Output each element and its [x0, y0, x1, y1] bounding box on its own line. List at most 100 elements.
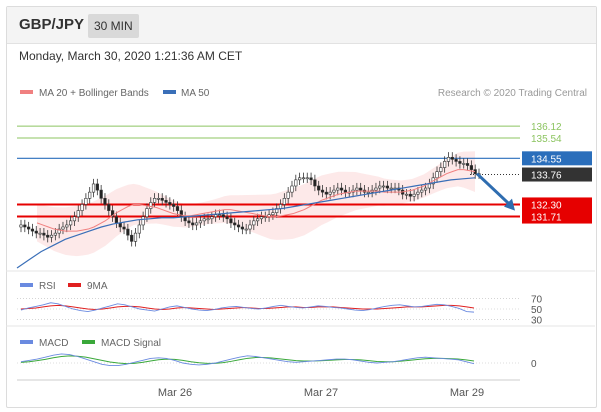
candle-body [114, 216, 119, 224]
candle-body [202, 218, 206, 222]
candle-body [133, 232, 138, 242]
macd-tick-0: 0 [531, 359, 537, 370]
candle-body [305, 177, 309, 180]
candle-body [278, 204, 283, 209]
level-badge-bg [522, 209, 592, 224]
candle-body [88, 191, 92, 199]
rsi-tick-70: 70 [531, 295, 543, 306]
candle-body [313, 179, 317, 187]
candle-body [27, 226, 31, 230]
candle-body [450, 157, 454, 160]
candle-body [240, 226, 244, 230]
candle-body [84, 198, 88, 205]
candle-body [404, 193, 409, 196]
candle-body [103, 198, 107, 205]
price-legend: MA 20 + Bollinger Bands MA 50 Research ©… [20, 88, 587, 99]
candle-body [359, 187, 363, 191]
legend-macd: MACD [39, 338, 68, 349]
candle-body [389, 187, 393, 190]
candle-body [263, 216, 267, 219]
candle-body [469, 165, 473, 170]
candle-body [446, 157, 451, 162]
candle-body [111, 210, 115, 218]
candle-body [175, 206, 180, 211]
candle-body [126, 228, 130, 236]
candle-body [141, 216, 145, 226]
level-label-136-12: 136.12 [531, 122, 562, 133]
level-label-133-76: 133.76 [531, 171, 562, 182]
candle-body [221, 214, 225, 218]
level-badge-bg [522, 197, 592, 212]
candle-body [248, 224, 252, 230]
macd-line [20, 353, 475, 367]
macd-pane: 0 [17, 353, 537, 370]
legend-swatch-macd [20, 340, 33, 344]
candle-body [324, 191, 328, 195]
candle-body [72, 216, 77, 222]
level-badge-bg [522, 167, 592, 182]
candle-body [214, 214, 218, 218]
candle-body [156, 198, 161, 200]
candle-body [443, 161, 447, 168]
candle-body [374, 187, 378, 191]
legend-macd-signal: MACD Signal [101, 338, 161, 349]
candle-body [381, 185, 386, 188]
candle-body [187, 220, 191, 224]
credit-label: Research © 2020 Trading Central [438, 88, 587, 99]
macd-signal-line [20, 355, 475, 365]
candle-body [320, 189, 325, 193]
level-badge-bg [522, 151, 592, 166]
candle-body [454, 159, 458, 162]
timeframe-badge[interactable]: 30 MIN [88, 14, 139, 38]
x-tick-mar26: Mar 26 [158, 387, 192, 399]
x-tick-mar29: Mar 29 [450, 387, 484, 399]
candle-body [194, 222, 199, 226]
candle-body [91, 183, 96, 193]
macd-legend: MACD MACD Signal [20, 338, 161, 349]
chart-header: GBP/JPY 30 MIN [7, 7, 596, 44]
candle-body [336, 187, 340, 191]
candle-body [252, 220, 256, 226]
candle-body [34, 230, 38, 234]
candle-body [339, 187, 344, 191]
legend-swatch-rsi [20, 283, 33, 287]
rsi-legend: RSI 9MA [20, 281, 108, 292]
candle-body [217, 214, 222, 216]
level-label-132-30: 132.30 [531, 200, 562, 211]
candle-body [57, 228, 61, 234]
candle-body [191, 222, 195, 226]
candle-body [137, 224, 141, 234]
candle-body [69, 220, 73, 226]
candle-body [49, 234, 54, 238]
candle-body [76, 210, 80, 218]
candle-body [355, 187, 359, 191]
level-label-134-55: 134.55 [531, 154, 562, 165]
level-label-131-71: 131.71 [531, 213, 562, 224]
candle-body [198, 220, 202, 224]
legend-swatch-macd-signal [82, 340, 95, 344]
candle-body [328, 191, 332, 195]
candle-body [420, 189, 424, 193]
candle-body [332, 189, 336, 193]
candle-body [210, 216, 214, 220]
candle-body [149, 202, 153, 209]
candle-body [236, 224, 241, 228]
candle-body [271, 212, 275, 215]
candle-body [46, 234, 50, 238]
candle-body [145, 208, 149, 218]
candle-body [412, 193, 416, 197]
candle-body [301, 177, 306, 180]
candle-body [206, 218, 210, 221]
candle-body [233, 222, 237, 226]
candle-body [423, 187, 428, 191]
candle-body [462, 163, 466, 165]
candle-body [95, 183, 99, 191]
candle-body [286, 191, 290, 199]
candle-body [130, 234, 134, 242]
currency-pair-title: GBP/JPY [19, 16, 85, 33]
candle-body [294, 179, 298, 187]
candle-body [378, 185, 382, 189]
